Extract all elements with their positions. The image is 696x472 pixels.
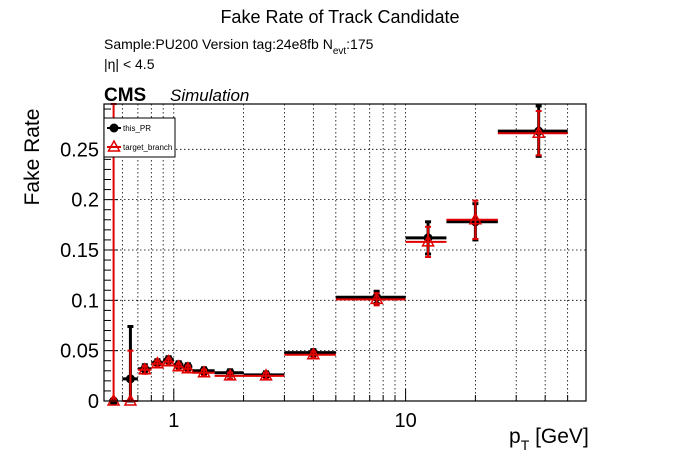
cms-label: CMS (104, 85, 146, 106)
target-branch-marker (306, 347, 321, 360)
target-branch-marker (259, 368, 273, 381)
target-branch-marker (531, 125, 546, 138)
y-tick-label: 0.05 (60, 341, 99, 363)
eta-cut-label: |η| < 4.5 (104, 56, 155, 72)
data-series (106, 103, 568, 406)
target-branch-point (192, 365, 215, 378)
legend: this_PR target_branch (103, 117, 176, 158)
sample-info-subscript: evt (333, 46, 347, 57)
target-branch-marker (106, 393, 121, 406)
tick-labels: 1 10 0 0.05 0.1 0.15 0.2 0.25 (60, 139, 417, 432)
target-branch-point (214, 368, 244, 381)
target-branch-marker (181, 361, 195, 374)
legend-entry-this-pr: this_PR (107, 123, 151, 133)
target-branch-point (171, 359, 186, 372)
axis-ticks (103, 108, 587, 402)
y-tick-label: 0.15 (60, 240, 99, 262)
target-branch-marker (107, 139, 121, 152)
target-branch-marker (421, 234, 435, 247)
legend-entry-target-branch: target_branch (107, 139, 172, 152)
grid-lines (103, 104, 587, 402)
target-branch-point (335, 291, 406, 307)
target-branch-marker (468, 212, 483, 225)
x-axis-label-subscript: T (521, 437, 530, 453)
target-branch-point (405, 225, 447, 259)
sample-info-text: Sample:PU200 Version tag:24e8fb N (104, 36, 333, 52)
target-branch-point (150, 356, 165, 369)
this-pr-point (497, 104, 568, 158)
x-tick-label: 1 (168, 410, 179, 432)
this-pr-series (109, 104, 568, 406)
sample-info-value: :175 (346, 36, 373, 52)
legend-label-target-branch: target_branch (123, 143, 172, 152)
target-branch-point (446, 199, 498, 240)
x-axis-label-unit: [GeV] (529, 425, 589, 448)
target-branch-point (243, 368, 285, 381)
target-branch-marker (161, 354, 176, 367)
target-branch-marker (123, 393, 138, 406)
target-branch-point (137, 362, 152, 375)
target-branch-marker (223, 368, 237, 381)
target-branch-point (161, 354, 176, 367)
x-axis-label: pT [GeV] (509, 425, 589, 453)
legend-label-this-pr: this_PR (123, 124, 151, 133)
y-tick-label: 0 (88, 391, 99, 413)
x-tick-label: 10 (394, 410, 416, 432)
this-pr-point (446, 202, 498, 242)
target-branch-marker (171, 359, 186, 372)
target-branch-point (181, 361, 195, 374)
plot-frame (103, 103, 587, 402)
target-branch-marker (369, 291, 384, 305)
target-branch-marker (197, 365, 211, 378)
y-tick-label: 0.1 (71, 290, 99, 312)
y-tick-label: 0.2 (71, 190, 99, 212)
chart-title: Fake Rate of Track Candidate (220, 7, 459, 27)
this-pr-marker (109, 123, 119, 133)
y-axis-label: Fake Rate (21, 109, 44, 206)
sample-info: Sample:PU200 Version tag:24e8fb Nevt:175 (104, 36, 374, 57)
target-branch-point (284, 347, 336, 360)
target-branch-marker (150, 356, 165, 369)
y-tick-label: 0.25 (60, 139, 99, 161)
target-branch-marker (138, 362, 152, 375)
x-axis-label-main: p (509, 425, 521, 448)
target-branch-point (497, 110, 568, 157)
simulation-label: Simulation (170, 86, 249, 105)
